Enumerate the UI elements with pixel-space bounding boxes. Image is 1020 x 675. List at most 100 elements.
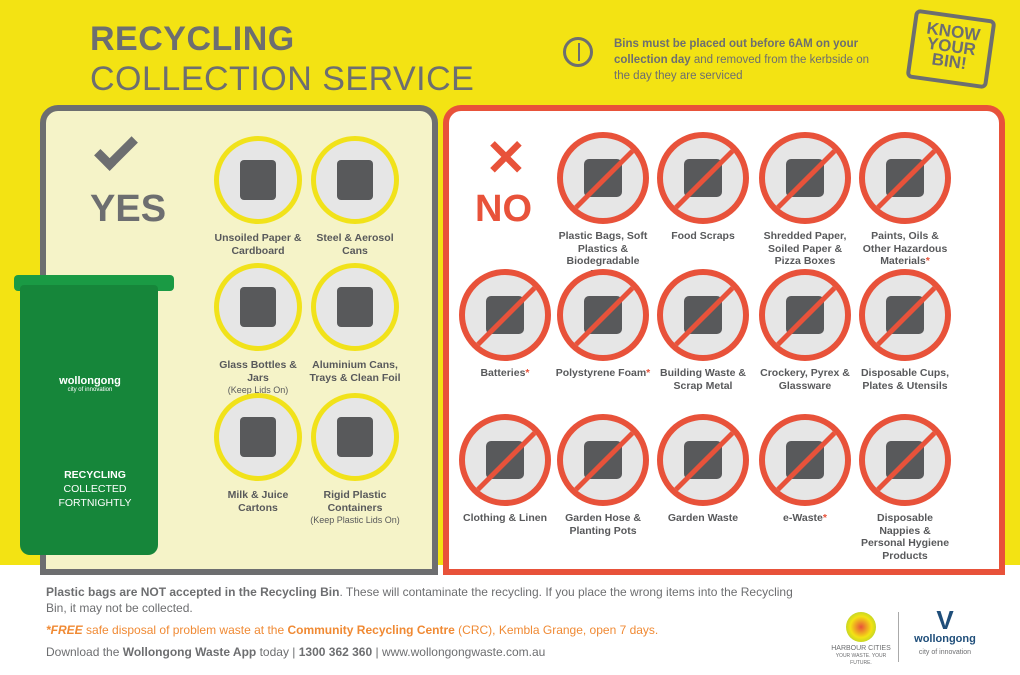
footer-l2b: (CRC), Kembla Grange, open 7 days.	[454, 623, 659, 637]
item-glyph-icon	[886, 296, 924, 334]
prohibited-item-icon	[859, 132, 951, 224]
logo2-tag: city of innovation	[918, 649, 972, 656]
no-item-text: Shredded Paper, Soiled Paper & Pizza Box…	[763, 230, 847, 267]
no-item-label: Clothing & Linen	[457, 512, 553, 525]
item-glyph-icon	[486, 296, 524, 334]
prohibited-item-icon	[459, 414, 551, 506]
prohibited-item-icon	[557, 414, 649, 506]
no-item-text: Polystyrene Foam	[555, 367, 647, 379]
footer-url: | www.wollongongwaste.com.au	[372, 645, 546, 659]
collection-notice: Bins must be placed out before 6AM on yo…	[614, 36, 884, 84]
yes-item-icon	[214, 136, 302, 224]
logo1-tag: YOUR WASTE. YOUR FUTURE.	[835, 653, 887, 666]
yes-item-text: Milk & Juice Cartons	[227, 489, 289, 514]
no-item-text: Paints, Oils & Other Hazardous Materials	[862, 230, 948, 267]
no-item-asterisk: *	[822, 512, 827, 524]
yes-item-text: Aluminium Cans, Trays & Clean Foil	[309, 359, 401, 384]
item-glyph-icon	[240, 417, 276, 457]
footer-line3: Download the Wollongong Waste App today …	[46, 644, 816, 660]
no-item-text: Disposable Nappies & Personal Hygiene Pr…	[860, 512, 950, 562]
footer-l1-rest: . These will contaminate the recycling. …	[46, 585, 793, 615]
yes-item-note: (Keep Lids On)	[227, 385, 289, 395]
footer-line2: *FREE safe disposal of problem waste at …	[46, 622, 816, 638]
item-glyph-icon	[584, 296, 622, 334]
bin-logo: wollongong city of innovation	[40, 375, 140, 393]
footer-free: *FREE	[46, 623, 83, 637]
harbour-cities-logo: HARBOUR CITIES YOUR WASTE. YOUR FUTURE.	[830, 612, 892, 666]
no-item-text: Disposable Cups, Plates & Utensils	[860, 367, 950, 392]
footer-app: Wollongong Waste App	[122, 645, 257, 659]
no-item-text: Food Scraps	[671, 230, 735, 242]
yes-item-label: Glass Bottles & Jars (Keep Lids On)	[210, 359, 306, 397]
prohibited-item-icon	[759, 414, 851, 506]
no-item-label: Building Waste & Scrap Metal	[655, 367, 751, 392]
no-item-label: Polystyrene Foam*	[555, 367, 651, 380]
logo-divider	[898, 612, 899, 662]
prohibited-item-icon	[557, 269, 649, 361]
no-item-asterisk: *	[925, 255, 930, 267]
prohibited-item-icon	[759, 132, 851, 224]
yes-item-text: Rigid Plastic Containers	[323, 489, 387, 514]
no-label: NO	[475, 188, 532, 230]
yes-item-text: Steel & Aerosol Cans	[316, 232, 394, 257]
prohibited-item-icon	[859, 269, 951, 361]
title-line2: COLLECTION SERVICE	[90, 60, 475, 98]
no-item-asterisk: *	[525, 367, 530, 379]
logo2-text: wollongong	[914, 633, 976, 645]
yes-label: YES	[90, 188, 167, 230]
no-item-text: Batteries	[480, 367, 526, 379]
cross-icon: ✕	[485, 130, 527, 186]
item-glyph-icon	[337, 160, 373, 200]
yes-item-note: (Keep Plastic Lids On)	[310, 515, 400, 525]
no-item-label: Food Scraps	[655, 230, 751, 243]
prohibited-item-icon	[657, 269, 749, 361]
prohibited-item-icon	[657, 414, 749, 506]
no-item-asterisk: *	[646, 367, 651, 379]
item-glyph-icon	[684, 159, 722, 197]
recycling-bin-image	[20, 285, 158, 555]
yes-item-text: Glass Bottles & Jars	[219, 359, 297, 384]
no-item-text: Garden Waste	[667, 512, 739, 524]
footer-crc: Community Recycling Centre	[287, 623, 455, 637]
yes-item-label: Aluminium Cans, Trays & Clean Foil	[307, 359, 403, 384]
bin-line2: COLLECTED FORTNIGHTLY	[58, 483, 132, 509]
logo1-text: HARBOUR CITIES	[831, 645, 891, 652]
yes-item-label: Unsoiled Paper & Cardboard	[210, 232, 306, 257]
no-item-label: Paints, Oils & Other Hazardous Materials…	[857, 230, 953, 268]
item-glyph-icon	[584, 441, 622, 479]
no-item-text: Garden Hose & Planting Pots	[565, 512, 641, 537]
yes-item-text: Unsoiled Paper & Cardboard	[214, 232, 302, 257]
wollongong-mark-icon: V	[936, 605, 954, 635]
yes-item-label: Steel & Aerosol Cans	[307, 232, 403, 257]
no-item-text: Crockery, Pyrex & Glassware	[760, 367, 850, 392]
item-glyph-icon	[486, 441, 524, 479]
item-glyph-icon	[684, 296, 722, 334]
yes-item-icon	[311, 136, 399, 224]
footer-l3a: Download the	[46, 645, 123, 659]
bin-tagline: city of innovation	[67, 387, 113, 393]
item-glyph-icon	[886, 159, 924, 197]
item-glyph-icon	[786, 296, 824, 334]
know-your-bin-badge: KNOW YOUR BIN!	[905, 8, 997, 90]
item-glyph-icon	[786, 159, 824, 197]
prohibited-item-icon	[759, 269, 851, 361]
no-item-label: Garden Waste	[655, 512, 751, 525]
item-glyph-icon	[337, 417, 373, 457]
item-glyph-icon	[684, 441, 722, 479]
bin-line1: RECYCLING	[64, 469, 126, 481]
yes-item-label: Milk & Juice Cartons	[210, 489, 306, 514]
yes-item-label: Rigid Plastic Containers (Keep Plastic Li…	[307, 489, 403, 527]
no-item-label: e-Waste*	[757, 512, 853, 525]
no-item-text: e-Waste	[783, 512, 823, 524]
item-glyph-icon	[337, 287, 373, 327]
footer-l1-bold: Plastic bags are NOT accepted in the Rec…	[46, 585, 340, 599]
item-glyph-icon	[786, 441, 824, 479]
prohibited-item-icon	[459, 269, 551, 361]
footer-l2a: safe disposal of problem waste at the	[82, 623, 288, 637]
bin-brand: wollongong	[59, 375, 121, 387]
item-glyph-icon	[240, 287, 276, 327]
no-item-text: Clothing & Linen	[463, 512, 547, 524]
yes-item-icon	[311, 393, 399, 481]
no-item-label: Crockery, Pyrex & Glassware	[757, 367, 853, 392]
